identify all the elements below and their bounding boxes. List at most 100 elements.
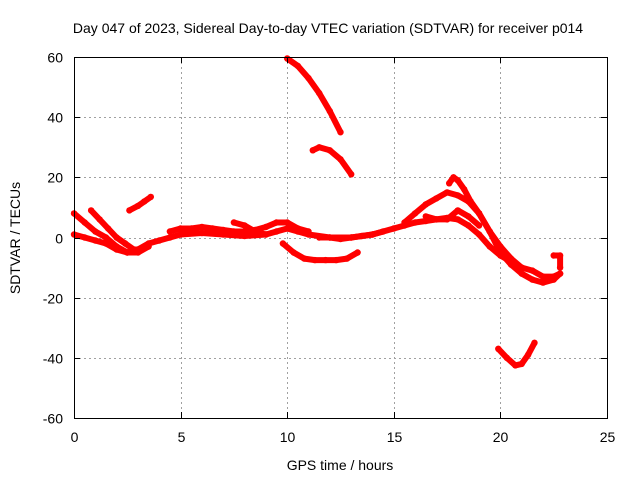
data-point xyxy=(422,213,429,220)
data-point xyxy=(411,210,419,217)
data-point xyxy=(81,234,88,241)
ticks-layer: 0 5 10 15 20 25 -60 -40 -20 0 20 40 60 xyxy=(43,50,616,446)
data-point xyxy=(518,360,525,368)
data-point xyxy=(326,234,333,241)
data-point xyxy=(316,89,323,97)
data-point xyxy=(465,213,472,220)
data-point xyxy=(475,231,483,238)
data-point xyxy=(369,231,376,238)
data-point xyxy=(454,177,461,184)
x-tick-label: 20 xyxy=(493,429,509,445)
x-tick-label: 25 xyxy=(600,429,616,445)
y-tick-label: 40 xyxy=(47,110,63,126)
data-point xyxy=(230,219,238,226)
data-point xyxy=(290,249,297,256)
y-tick-label: -60 xyxy=(43,411,63,427)
data-point xyxy=(134,202,142,210)
series-line xyxy=(284,55,344,136)
data-point xyxy=(512,362,519,369)
series-arc-6 xyxy=(230,219,270,238)
data-point xyxy=(305,74,312,82)
data-point xyxy=(333,256,340,264)
x-tick-label: 15 xyxy=(387,429,403,445)
data-point xyxy=(113,234,120,241)
data-point xyxy=(503,354,510,361)
data-point xyxy=(209,225,216,232)
data-point xyxy=(348,171,355,178)
x-tick-label: 5 xyxy=(178,429,186,445)
x-tick-label: 0 xyxy=(71,429,79,445)
data-point xyxy=(465,222,472,229)
series-arc-4 xyxy=(126,193,154,214)
data-point xyxy=(422,201,429,208)
data-point xyxy=(529,267,536,274)
data-point xyxy=(475,210,483,217)
series-arc-8 xyxy=(309,144,355,178)
data-point xyxy=(166,234,174,241)
data-point xyxy=(301,255,308,262)
data-point xyxy=(102,234,110,241)
data-point xyxy=(104,225,112,232)
data-point xyxy=(556,252,564,259)
data-point xyxy=(92,237,99,244)
data-point xyxy=(531,339,538,346)
data-point xyxy=(252,228,259,235)
data-point xyxy=(294,62,302,70)
data-point xyxy=(262,223,270,231)
data-point xyxy=(401,219,408,226)
data-point xyxy=(433,195,440,202)
data-point xyxy=(113,243,120,250)
data-point xyxy=(454,216,461,223)
y-tick-label: -20 xyxy=(43,291,63,307)
data-point xyxy=(198,223,206,231)
data-point xyxy=(446,180,453,187)
data-point xyxy=(284,219,291,226)
series-arc-14 xyxy=(495,339,538,369)
chart-title: Day 047 of 2023, Sidereal Day-to-day VTE… xyxy=(73,20,583,36)
data-point xyxy=(461,186,468,193)
data-point xyxy=(454,207,461,214)
data-point xyxy=(147,193,154,201)
data-point xyxy=(316,144,323,151)
data-point xyxy=(486,243,493,250)
data-point xyxy=(166,228,174,235)
data-point xyxy=(124,249,131,256)
data-point xyxy=(198,229,206,237)
x-axis-label: GPS time / hours xyxy=(287,457,394,473)
series-arc-5 xyxy=(166,219,312,235)
data-point xyxy=(96,216,103,223)
data-point xyxy=(279,240,287,247)
data-point xyxy=(454,192,461,199)
x-tick-label: 10 xyxy=(280,429,296,445)
data-point xyxy=(390,225,397,232)
y-tick-label: 20 xyxy=(47,170,63,186)
data-point xyxy=(92,228,99,235)
data-point xyxy=(529,276,536,283)
data-point xyxy=(550,276,557,283)
series-arc-13 xyxy=(422,207,483,229)
data-point xyxy=(139,246,146,253)
data-point xyxy=(262,231,270,238)
series-line xyxy=(126,193,154,214)
data-point xyxy=(156,237,163,244)
data-point xyxy=(443,189,451,196)
data-point xyxy=(230,228,238,235)
data-point xyxy=(188,225,195,232)
data-point xyxy=(518,264,525,271)
series-arc-9 xyxy=(279,240,361,264)
data-point xyxy=(497,243,504,250)
data-point xyxy=(220,226,227,234)
data-point xyxy=(145,243,152,250)
data-point xyxy=(539,273,547,280)
data-point xyxy=(475,222,483,229)
data-point xyxy=(411,219,419,226)
data-point xyxy=(354,249,361,256)
data-point xyxy=(337,235,344,243)
data-point xyxy=(177,231,184,238)
y-tick-label: -40 xyxy=(43,351,63,367)
data-point xyxy=(177,225,184,232)
data-point xyxy=(337,129,344,136)
data-point xyxy=(273,228,280,235)
series-line xyxy=(230,219,269,238)
